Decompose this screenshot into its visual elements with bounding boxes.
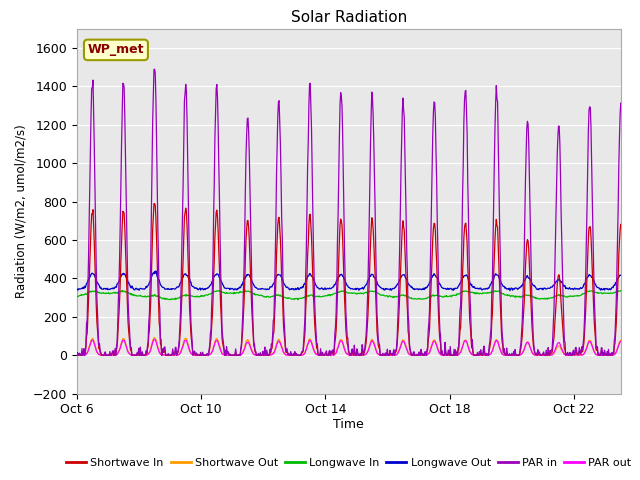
Text: WP_met: WP_met <box>88 43 144 56</box>
Legend: Shortwave In, Shortwave Out, Longwave In, Longwave Out, PAR in, PAR out: Shortwave In, Shortwave Out, Longwave In… <box>61 454 636 473</box>
Y-axis label: Radiation (W/m2, umol/m2/s): Radiation (W/m2, umol/m2/s) <box>14 124 27 298</box>
Title: Solar Radiation: Solar Radiation <box>291 10 407 25</box>
X-axis label: Time: Time <box>333 418 364 431</box>
